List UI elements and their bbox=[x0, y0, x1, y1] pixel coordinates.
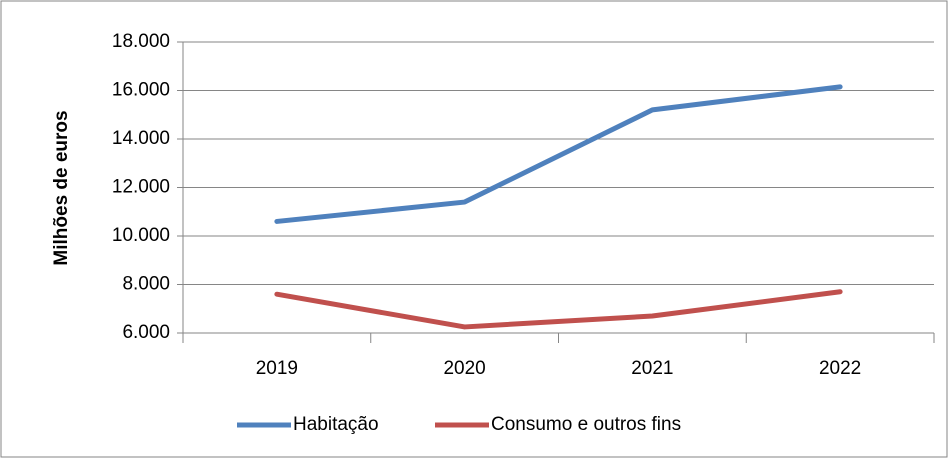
y-tick-label: 12.000 bbox=[112, 177, 170, 198]
y-tick-label: 16.000 bbox=[112, 80, 170, 101]
y-tick-label: 18.000 bbox=[112, 31, 170, 52]
series-line bbox=[274, 289, 843, 330]
x-tick-label: 2022 bbox=[819, 358, 861, 379]
y-tick-label: 10.000 bbox=[112, 225, 170, 246]
legend-label: Habitação bbox=[293, 414, 379, 435]
y-tick-label: 14.000 bbox=[112, 128, 170, 149]
y-tick-label: 6.000 bbox=[122, 322, 170, 343]
x-tick-label: 2020 bbox=[443, 358, 485, 379]
y-axis-label: Milhões de euros bbox=[51, 110, 72, 265]
x-tick-label: 2021 bbox=[631, 358, 673, 379]
series-line bbox=[274, 84, 843, 224]
legend-label: Consumo e outros fins bbox=[491, 414, 681, 435]
x-tick-label: 2019 bbox=[256, 358, 298, 379]
y-tick-label: 8.000 bbox=[122, 274, 170, 295]
